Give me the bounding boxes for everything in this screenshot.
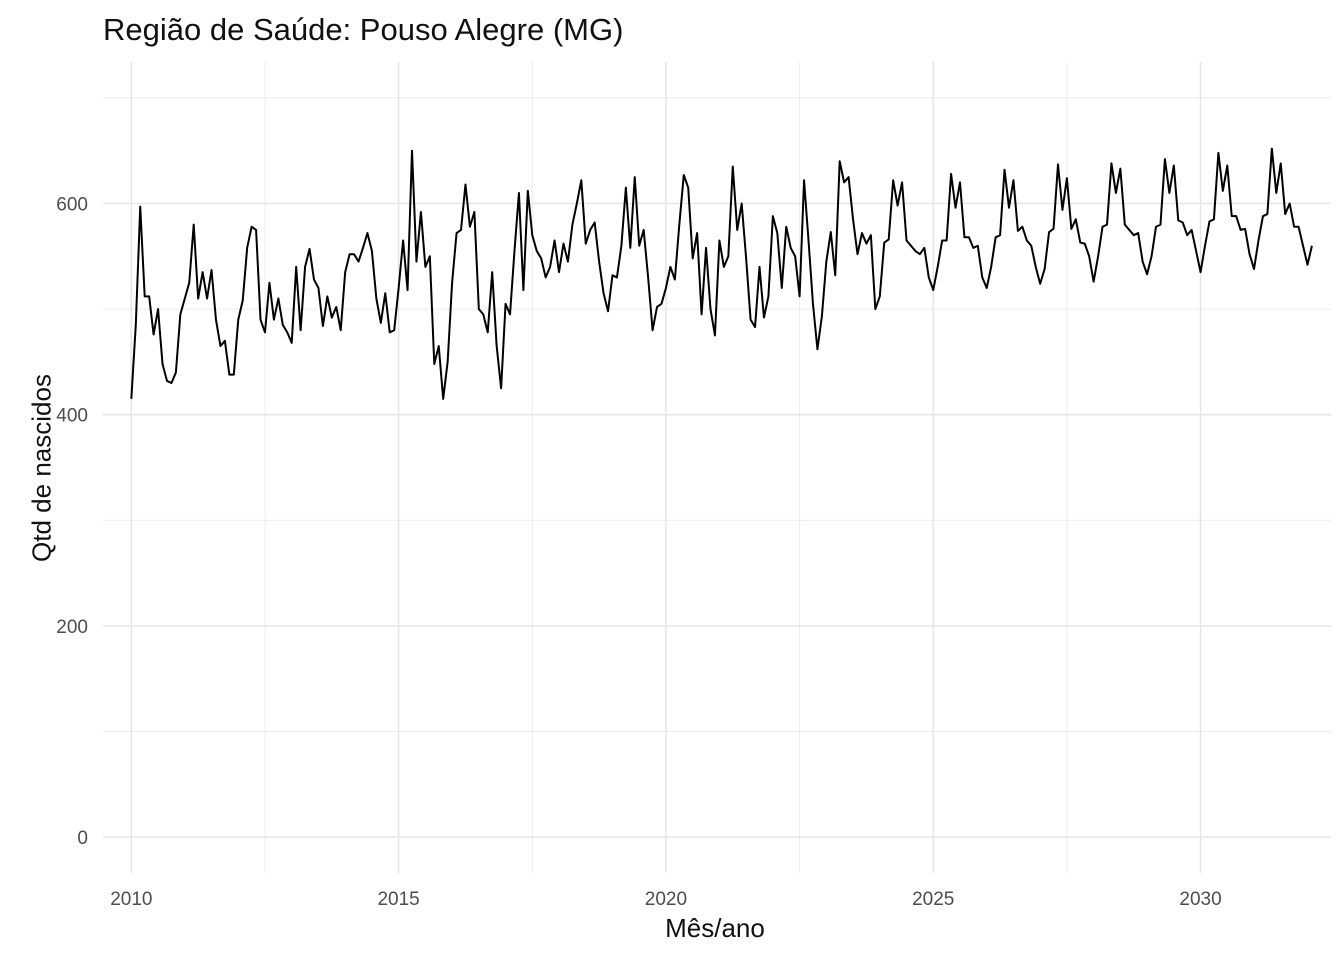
x-tick-label: 2015	[377, 889, 419, 910]
x-axis-title: Mês/ano	[665, 913, 765, 943]
x-tick-label: 2025	[912, 889, 954, 910]
y-tick-label: 600	[56, 195, 88, 216]
grid-major	[103, 62, 1331, 873]
y-axis-title: Qtd de nascidos	[26, 374, 57, 562]
series-layer	[130, 147, 1313, 400]
y-axis-ticks: 0 200 400 600	[56, 195, 88, 850]
x-tick-label: 2020	[645, 889, 687, 910]
x-tick-label: 2030	[1179, 889, 1221, 910]
y-tick-label: 400	[56, 406, 88, 427]
y-tick-label: 0	[77, 828, 88, 849]
grid-minor	[103, 62, 1331, 873]
series-line	[130, 147, 1313, 400]
y-tick-label: 200	[56, 617, 88, 638]
x-tick-label: 2010	[110, 889, 152, 910]
x-axis-ticks: 2010 2015 2020 2025 2030	[110, 889, 1222, 910]
chart-title: Região de Saúde: Pouso Alegre (MG)	[103, 12, 624, 47]
